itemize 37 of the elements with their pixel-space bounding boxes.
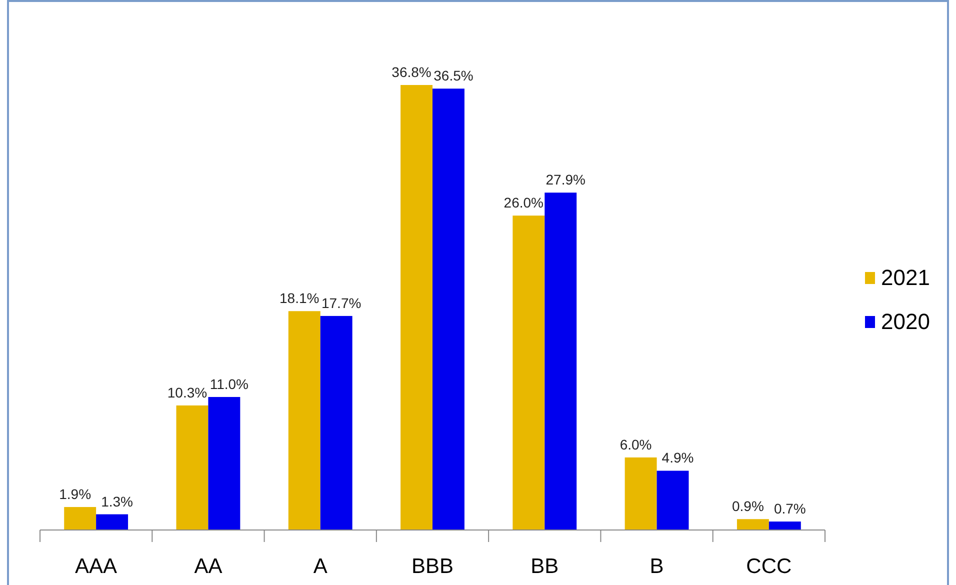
- data-label: 26.0%: [504, 194, 544, 211]
- bar: [736, 519, 769, 530]
- bar: [400, 85, 432, 530]
- bar: [656, 470, 689, 530]
- data-label: 18.1%: [280, 290, 320, 306]
- data-label: 4.9%: [662, 450, 694, 466]
- data-label: 6.0%: [620, 436, 652, 452]
- bar: [512, 216, 545, 530]
- bar: [624, 457, 657, 530]
- data-label: 27.9%: [546, 172, 586, 188]
- bar: [320, 316, 352, 530]
- x-tick-label: BB: [530, 555, 559, 578]
- x-tick-label: AAA: [75, 555, 118, 578]
- x-tick-label: AA: [194, 555, 222, 578]
- bar: [768, 522, 801, 530]
- x-tick-label: BBB: [411, 555, 454, 578]
- data-label: 36.8%: [392, 64, 432, 80]
- bar: [288, 311, 320, 530]
- data-label: 17.7%: [321, 294, 362, 311]
- x-tick-label: A: [313, 555, 328, 578]
- data-label: 0.9%: [732, 498, 764, 514]
- x-tick-label: CCC: [746, 555, 792, 578]
- data-label: 0.7%: [774, 500, 806, 517]
- bar: [208, 396, 240, 530]
- bar: [432, 88, 464, 530]
- bar: [96, 514, 128, 530]
- data-label: 10.3%: [167, 384, 208, 400]
- bar: [64, 507, 96, 530]
- data-label: 11.0%: [210, 376, 249, 392]
- bar: [176, 405, 208, 530]
- legend-label: 2020: [881, 309, 930, 334]
- data-label: 36.5%: [434, 68, 474, 84]
- bar: [544, 192, 577, 530]
- x-tick-label: B: [650, 555, 664, 578]
- data-label: 1.9%: [59, 486, 92, 502]
- data-label: 1.3%: [101, 493, 134, 510]
- legend-label: 2021: [881, 265, 930, 290]
